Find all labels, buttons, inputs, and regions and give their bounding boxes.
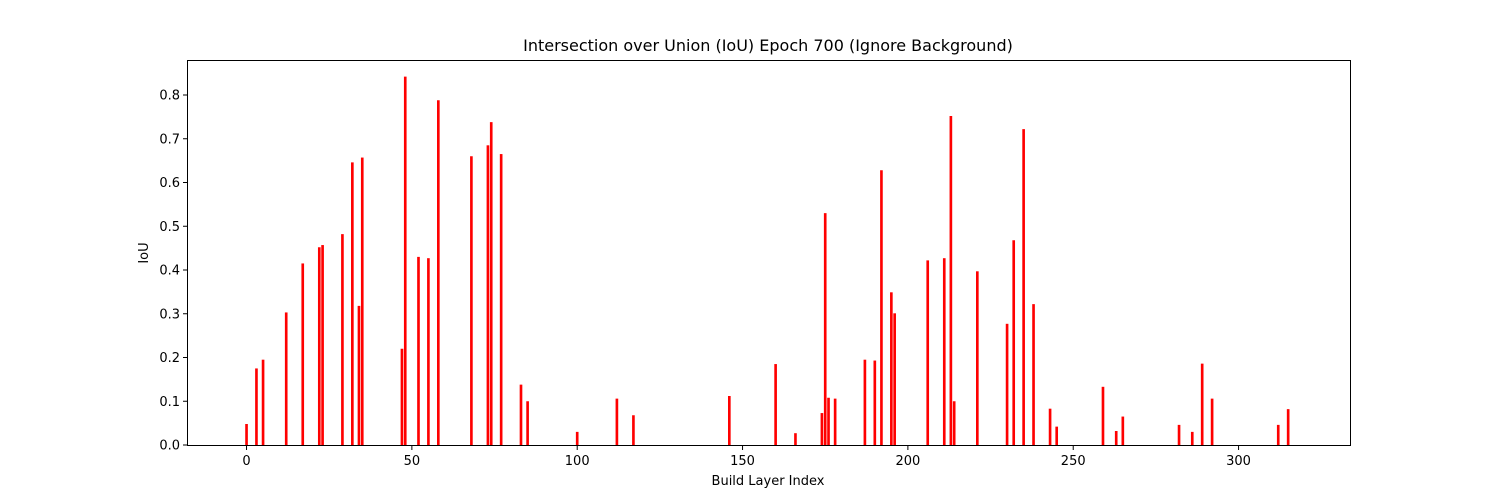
bar bbox=[952, 401, 956, 445]
bar bbox=[823, 213, 827, 446]
bar bbox=[827, 397, 830, 445]
bar bbox=[1121, 416, 1125, 445]
bar bbox=[400, 348, 404, 445]
bar bbox=[317, 247, 321, 445]
x-tick-label: 200 bbox=[895, 454, 920, 469]
bar bbox=[526, 401, 529, 445]
bar bbox=[942, 258, 946, 445]
chart-title: Intersection over Union (IoU) Epoch 700 … bbox=[523, 36, 1013, 55]
bar bbox=[1190, 431, 1194, 446]
y-tick-label: 0.1 bbox=[159, 395, 180, 410]
bar bbox=[774, 364, 777, 445]
bar bbox=[890, 292, 893, 445]
bar bbox=[1114, 431, 1118, 445]
y-tick-label: 0.4 bbox=[159, 264, 180, 279]
bar bbox=[284, 312, 288, 445]
bar bbox=[499, 154, 503, 445]
x-axis-label: Build Layer Index bbox=[712, 474, 825, 489]
y-tick-label: 0.8 bbox=[159, 89, 180, 104]
bar bbox=[1032, 304, 1035, 446]
bar bbox=[1005, 323, 1009, 445]
bar bbox=[1200, 363, 1204, 446]
bar bbox=[1177, 424, 1181, 446]
bar bbox=[427, 258, 430, 445]
bar bbox=[949, 116, 953, 445]
bar bbox=[728, 396, 731, 445]
bar bbox=[1276, 424, 1280, 446]
bar bbox=[489, 122, 493, 446]
y-tick-label: 0.6 bbox=[159, 176, 180, 191]
bar bbox=[437, 100, 440, 445]
y-tick-label: 0.3 bbox=[159, 307, 180, 322]
y-tick-label: 0.5 bbox=[159, 220, 180, 235]
bar bbox=[1210, 398, 1214, 446]
y-tick-label: 0.0 bbox=[159, 439, 180, 454]
bar bbox=[1101, 386, 1105, 445]
x-tick-label: 0 bbox=[242, 454, 250, 469]
x-tick-label: 50 bbox=[404, 454, 421, 469]
bar bbox=[926, 260, 930, 446]
x-tick-label: 250 bbox=[1061, 454, 1086, 469]
bar bbox=[893, 313, 896, 445]
bar bbox=[351, 162, 354, 446]
bar bbox=[1012, 240, 1016, 445]
bar bbox=[1286, 409, 1290, 446]
bar bbox=[341, 234, 344, 446]
bar bbox=[321, 245, 324, 445]
y-axis-ticks: 0.0 0.1 0.2 0.3 0.4 0.5 0.6 0.7 0.8 bbox=[159, 89, 188, 454]
bar bbox=[1022, 129, 1025, 446]
bars-group bbox=[245, 76, 1290, 446]
bar bbox=[1048, 408, 1052, 445]
bar bbox=[360, 157, 364, 445]
bar bbox=[301, 263, 305, 445]
x-tick-label: 150 bbox=[730, 454, 755, 469]
y-tick-label: 0.7 bbox=[159, 132, 180, 147]
bar bbox=[1055, 426, 1059, 446]
bar bbox=[575, 431, 579, 446]
bar bbox=[863, 359, 867, 445]
bar bbox=[794, 433, 797, 445]
bar bbox=[486, 145, 490, 445]
bar bbox=[833, 398, 837, 446]
x-axis-ticks: 0 50 100 150 200 250 300 bbox=[242, 445, 1251, 469]
plot-frame bbox=[187, 60, 1351, 446]
bar bbox=[470, 156, 473, 445]
y-axis-label: IoU bbox=[137, 242, 152, 263]
bar bbox=[976, 271, 979, 445]
bar bbox=[615, 398, 619, 446]
bar bbox=[519, 384, 523, 446]
bar bbox=[873, 360, 877, 445]
bar bbox=[357, 305, 361, 446]
bar bbox=[245, 424, 248, 445]
bar bbox=[632, 415, 635, 445]
bar bbox=[880, 170, 883, 445]
bar bbox=[820, 413, 824, 445]
bar bbox=[255, 368, 258, 445]
bar bbox=[417, 256, 420, 446]
x-tick-label: 300 bbox=[1226, 454, 1251, 469]
y-tick-label: 0.2 bbox=[159, 351, 180, 366]
bar bbox=[261, 359, 265, 445]
bar bbox=[403, 76, 407, 446]
x-tick-label: 100 bbox=[565, 454, 590, 469]
